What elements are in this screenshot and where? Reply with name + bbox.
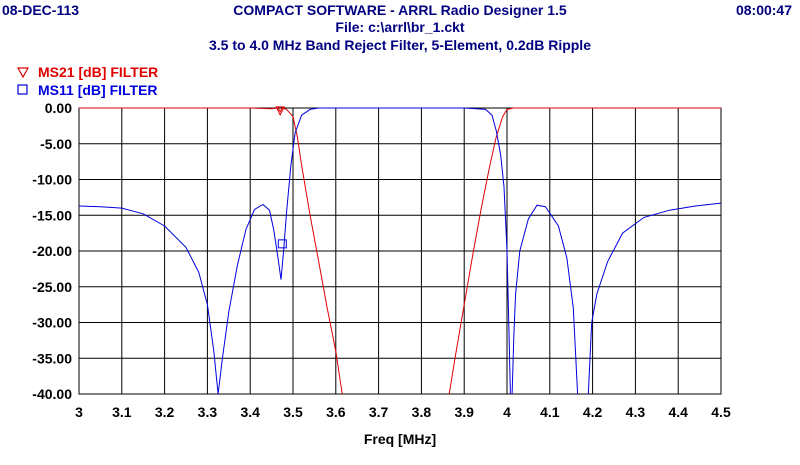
x-tick-label: 3: [75, 404, 83, 420]
x-tick-label: 4: [503, 404, 511, 420]
chart-grid: [78, 107, 722, 395]
y-tick-label: -35.00: [32, 350, 72, 366]
ms21-data-marker: [275, 106, 285, 116]
x-tick-label: 3.7: [369, 404, 389, 420]
x-tick-label: 4.5: [711, 404, 731, 420]
ms11-data-marker: [277, 239, 287, 249]
y-tick-label: -25.00: [32, 279, 72, 295]
header-subtitle: 3.5 to 4.0 MHz Band Reject Filter, 5-Ele…: [209, 37, 591, 53]
x-tick-label: 3.3: [198, 404, 218, 420]
series-line-ms11: [587, 202, 722, 395]
x-tick-label: 3.6: [326, 404, 346, 420]
header-date: 08-DEC-113: [2, 2, 79, 18]
y-tick-label: -30.00: [32, 315, 72, 331]
legend-ms11-label: MS11 [dB] FILTER: [38, 82, 158, 98]
legend: MS21 [dB] FILTER MS11 [dB] FILTER: [16, 64, 158, 98]
x-tick-label: 4.2: [583, 404, 603, 420]
header-file: File: c:\arrl\br_1.ckt: [335, 19, 465, 35]
series-line-ms21: [79, 107, 343, 395]
y-tick-label: -40.00: [32, 386, 72, 402]
legend-ms11-marker: [17, 84, 28, 95]
series-line-ms21: [448, 107, 721, 395]
header-time: 08:00:47: [736, 2, 792, 18]
x-tick-label: 4.3: [626, 404, 646, 420]
legend-ms21-label: MS21 [dB] FILTER: [38, 64, 158, 80]
x-tick-label: 3.9: [454, 404, 474, 420]
y-axis-tick-labels: 0.00 -5.00 -10.00 -15.00 -20.00 -25.00 -30.00 -…: [32, 100, 72, 402]
y-tick-label: 0.00: [45, 100, 72, 116]
x-tick-label: 3.4: [240, 404, 260, 420]
y-tick-label: -10.00: [32, 172, 72, 188]
x-tick-label: 4.1: [540, 404, 560, 420]
legend-ms21-marker: [16, 67, 30, 79]
series-line-ms11: [78, 107, 511, 395]
x-tick-label: 3.5: [283, 404, 303, 420]
y-tick-label: -5.00: [40, 136, 72, 152]
series-line-ms11: [511, 204, 579, 395]
x-tick-label: 3.2: [155, 404, 175, 420]
y-tick-label: -15.00: [32, 207, 72, 223]
chart-series: [78, 106, 722, 395]
header-title: COMPACT SOFTWARE - ARRL Radio Designer 1…: [233, 2, 567, 18]
x-tick-label: 3.8: [412, 404, 432, 420]
x-tick-label: 3.1: [112, 404, 132, 420]
x-tick-label: 4.4: [668, 404, 688, 420]
x-axis-label: Freq [MHz]: [364, 431, 436, 447]
x-axis-tick-labels: 3 3.1 3.2 3.3 3.4 3.5 3.6 3.7 3.8 3.9 4 4.1 4.2 4.3 4.…: [75, 404, 731, 420]
y-tick-label: -20.00: [32, 243, 72, 259]
